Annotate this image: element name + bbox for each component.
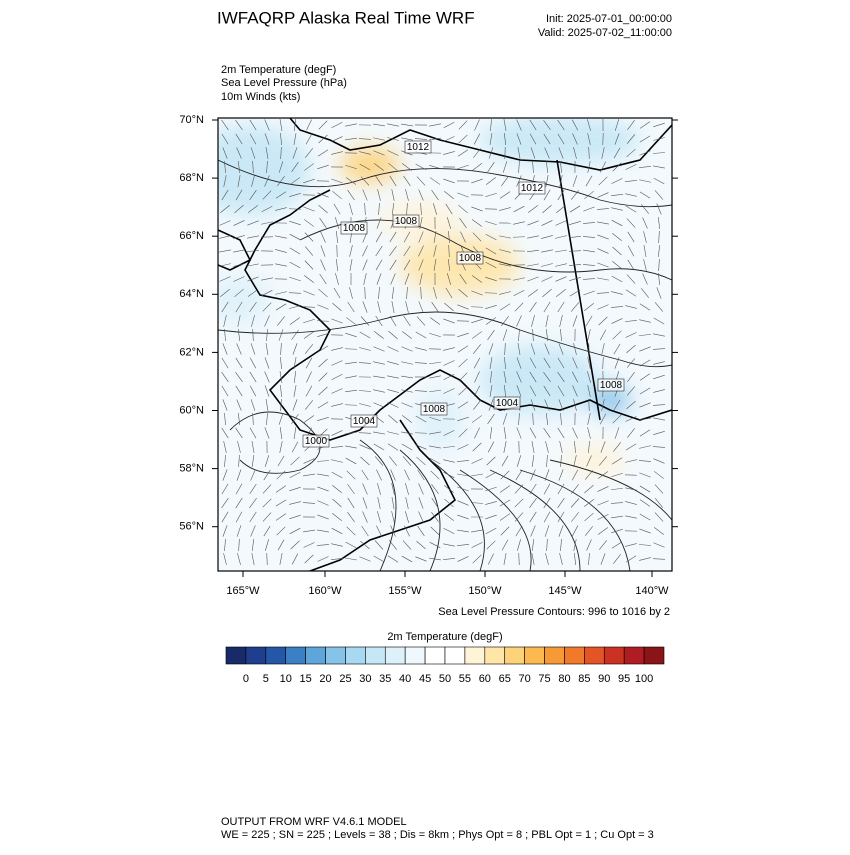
colorbar-box — [584, 647, 604, 664]
colorbar-box — [425, 647, 445, 664]
contour-label: 1008 — [423, 404, 446, 415]
valid-time: Valid: 2025-07-02_11:00:00 — [538, 27, 672, 39]
colorbar-box — [465, 647, 485, 664]
lon-label: 145°W — [548, 585, 582, 597]
contour-label: 1008 — [395, 216, 418, 227]
field-label: 2m Temperature (degF) — [221, 64, 336, 76]
colorbar-box — [485, 647, 505, 664]
colorbar-tick-label: 80 — [558, 673, 570, 685]
lon-label: 140°W — [635, 585, 669, 597]
colorbar-tick-label: 5 — [263, 673, 269, 685]
colorbar-tick-label: 85 — [578, 673, 590, 685]
lat-label: 64°N — [179, 288, 204, 300]
colorbar-box — [525, 647, 545, 664]
colorbar-title: 2m Temperature (degF) — [387, 631, 502, 643]
colorbar-tick-label: 60 — [479, 673, 491, 685]
colorbar-tick-label: 0 — [243, 673, 249, 685]
colorbar-tick-label: 20 — [319, 673, 331, 685]
contour-label: 1004 — [353, 416, 376, 427]
colorbar-tick-label: 70 — [519, 673, 531, 685]
colorbar-box — [445, 647, 465, 664]
field-label: Sea Level Pressure (hPa) — [221, 77, 347, 89]
colorbar-box — [345, 647, 365, 664]
contour-label: 1008 — [343, 223, 366, 234]
contour-label: 1012 — [407, 142, 430, 153]
colorbar-tick-label: 25 — [339, 673, 351, 685]
contour-note: Sea Level Pressure Contours: 996 to 1016… — [438, 606, 670, 618]
colorbar-box — [564, 647, 584, 664]
colorbar-box — [505, 647, 525, 664]
colorbar-box — [266, 647, 286, 664]
footer-line: OUTPUT FROM WRF V4.6.1 MODEL — [221, 816, 407, 828]
contour-label: 1008 — [600, 380, 623, 391]
colorbar-tick-label: 45 — [419, 673, 431, 685]
contour-label: 1008 — [459, 253, 482, 264]
lon-label: 155°W — [388, 585, 422, 597]
map — [190, 115, 672, 571]
colorbar-box — [545, 647, 565, 664]
colorbar: 0 5 10 15 20 25 30 35 40 45 50 55 60 65 70 75 80 85 90 95 10… — [226, 647, 664, 685]
lat-label: 62°N — [179, 346, 204, 358]
colorbar-tick-label: 75 — [538, 673, 550, 685]
colorbar-tick-label: 50 — [439, 673, 451, 685]
contour-label: 1000 — [305, 436, 328, 447]
title: IWFAQRP Alaska Real Time WRF — [217, 8, 475, 27]
colorbar-tick-label: 90 — [598, 673, 610, 685]
colorbar-tick-label: 100 — [635, 673, 653, 685]
lon-label: 165°W — [226, 585, 260, 597]
colorbar-box — [604, 647, 624, 664]
colorbar-tick-label: 30 — [359, 673, 371, 685]
colorbar-tick-label: 95 — [618, 673, 630, 685]
lat-label: 58°N — [179, 463, 204, 475]
lat-label: 60°N — [179, 404, 204, 416]
colorbar-box — [405, 647, 425, 664]
colorbar-tick-label: 40 — [399, 673, 411, 685]
lon-label: 160°W — [308, 585, 342, 597]
colorbar-box — [286, 647, 306, 664]
colorbar-box — [226, 647, 246, 664]
footer-line: WE = 225 ; SN = 225 ; Levels = 38 ; Dis … — [221, 829, 654, 841]
colorbar-box — [624, 647, 644, 664]
colorbar-box — [385, 647, 405, 664]
lon-label: 150°W — [468, 585, 502, 597]
field-label: 10m Winds (kts) — [221, 91, 300, 103]
colorbar-box — [326, 647, 346, 664]
colorbar-tick-label: 35 — [379, 673, 391, 685]
colorbar-tick-label: 15 — [300, 673, 312, 685]
init-time: Init: 2025-07-01_00:00:00 — [546, 13, 672, 25]
contour-label: 1012 — [521, 183, 544, 194]
colorbar-box — [306, 647, 326, 664]
colorbar-tick-label: 65 — [499, 673, 511, 685]
lat-label: 70°N — [179, 114, 204, 126]
lat-label: 56°N — [179, 521, 204, 533]
colorbar-box — [365, 647, 385, 664]
lat-label: 68°N — [179, 172, 204, 184]
lat-label: 66°N — [179, 230, 204, 242]
colorbar-box — [644, 647, 664, 664]
colorbar-tick-label: 55 — [459, 673, 471, 685]
colorbar-box — [246, 647, 266, 664]
colorbar-tick-label: 10 — [280, 673, 292, 685]
contour-label: 1004 — [496, 398, 519, 409]
